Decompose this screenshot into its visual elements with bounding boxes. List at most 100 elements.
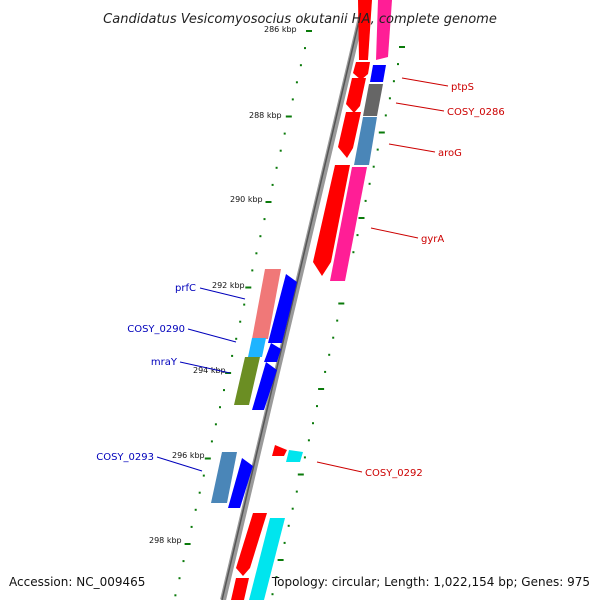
gene-red-gyr[interactable] xyxy=(313,165,350,276)
tick-dot-left xyxy=(198,491,201,494)
gene-blue-4[interactable] xyxy=(228,458,253,508)
tick-dot-left xyxy=(190,525,193,528)
gene-red-4[interactable] xyxy=(338,112,361,158)
gene-labels-right: ptpS COSY_0286 aroG gyrA COSY_0292 xyxy=(365,82,505,479)
tick-dot-right xyxy=(283,541,286,544)
gene-red-3[interactable] xyxy=(346,78,366,113)
tick-label-288: 288 kbp xyxy=(249,111,282,120)
tick-labels: 286 kbp 288 kbp 290 kbp 292 kbp 294 kbp … xyxy=(149,25,297,545)
gene-gray-cosy0286[interactable] xyxy=(363,84,383,116)
tick-dot-rows xyxy=(174,30,405,597)
gene-blue-1[interactable] xyxy=(268,274,297,343)
tick-dot-left xyxy=(202,474,205,477)
tick-dot-right xyxy=(399,46,405,48)
tick-dot-left xyxy=(235,337,238,340)
tick-dot-left xyxy=(265,201,272,203)
tick-dot-left xyxy=(271,183,274,186)
gene-cyan-1[interactable] xyxy=(249,518,285,600)
tick-dot-right xyxy=(358,217,365,219)
tick-dot-left xyxy=(174,594,177,597)
tick-dot-right xyxy=(392,80,395,83)
gene-cyan-cosy0292[interactable] xyxy=(286,450,303,462)
tick-dot-left xyxy=(285,115,292,118)
gene-red-2[interactable] xyxy=(353,62,370,80)
tick-dot-left xyxy=(219,406,221,409)
tick-dot-left xyxy=(182,560,185,563)
tick-dot-left xyxy=(239,320,242,323)
tick-dot-left xyxy=(255,252,258,255)
tick-dot-right xyxy=(328,353,331,356)
tick-label-294: 294 kbp xyxy=(193,366,226,375)
tick-dot-right xyxy=(397,63,399,66)
gene-label-ptps[interactable]: ptpS xyxy=(451,82,474,93)
tick-dot-right xyxy=(352,251,355,254)
leader-lines xyxy=(156,77,449,473)
tick-label-290: 290 kbp xyxy=(230,195,263,204)
tick-dot-right xyxy=(291,507,294,510)
tick-dot-left xyxy=(231,354,234,357)
tick-dot-right xyxy=(388,97,391,100)
gene-red-6[interactable] xyxy=(231,578,249,600)
gene-label-mray[interactable]: mraY xyxy=(151,357,178,368)
gene-red-small[interactable] xyxy=(272,445,287,456)
tick-dot-right xyxy=(271,593,274,596)
tick-dot-right xyxy=(332,336,335,339)
tick-dot-right xyxy=(378,131,385,134)
gene-label-cosy0290[interactable]: COSY_0290 xyxy=(127,324,185,335)
tick-label-292: 292 kbp xyxy=(212,281,245,290)
gene-label-prfc[interactable]: prfC xyxy=(175,283,196,294)
tick-dot-left xyxy=(283,132,286,135)
tick-dot-left xyxy=(223,389,225,392)
tick-dot-right xyxy=(303,456,306,459)
tick-dot-left xyxy=(263,218,266,221)
gene-salmon-prfc[interactable] xyxy=(252,269,281,339)
tick-dot-right xyxy=(338,302,345,305)
tick-dot-right xyxy=(297,473,304,476)
accession-text: Accession: NC_009465 xyxy=(9,575,145,589)
gene-label-gyra[interactable]: gyrA xyxy=(421,234,444,245)
tick-dot-right xyxy=(384,114,387,117)
tick-dot-left xyxy=(204,457,211,460)
tick-dot-left xyxy=(295,81,298,84)
tick-dot-left xyxy=(299,64,302,67)
tick-dot-left xyxy=(214,423,217,426)
tick-dot-left xyxy=(194,508,197,511)
gene-blue-2[interactable] xyxy=(264,343,281,362)
gene-steel-cosy0293[interactable] xyxy=(211,452,237,503)
gene-label-cosy0292[interactable]: COSY_0292 xyxy=(365,468,423,479)
tick-dot-left xyxy=(251,269,254,272)
gene-blue-ptps[interactable] xyxy=(370,65,386,82)
tick-dot-left xyxy=(184,543,191,545)
gene-label-cosy0286[interactable]: COSY_0286 xyxy=(447,107,505,118)
tick-dot-left xyxy=(210,440,213,443)
tick-dot-right xyxy=(318,388,325,390)
tick-label-298: 298 kbp xyxy=(149,536,182,545)
tick-dot-left xyxy=(304,47,306,50)
gene-red-1[interactable] xyxy=(358,0,372,60)
gene-pink-gyra[interactable] xyxy=(330,167,367,281)
gene-label-arog[interactable]: aroG xyxy=(438,148,462,159)
tick-dot-right xyxy=(364,199,367,202)
tick-dot-left xyxy=(275,166,278,169)
tick-dot-left xyxy=(178,577,181,580)
tick-dot-left xyxy=(259,235,262,238)
gene-olive-mray[interactable] xyxy=(234,357,260,405)
gene-steel-arog[interactable] xyxy=(354,117,377,165)
gene-skyblue-cosy0290[interactable] xyxy=(248,338,266,357)
gene-pink-1[interactable] xyxy=(376,0,392,60)
topology-text: Topology: circular; Length: 1,022,154 bp… xyxy=(271,575,590,589)
gene-red-5[interactable] xyxy=(236,513,267,576)
gene-label-cosy0293[interactable]: COSY_0293 xyxy=(96,452,154,463)
tick-dot-left xyxy=(243,303,246,306)
tick-dot-left xyxy=(245,286,252,289)
gene-features xyxy=(211,0,392,600)
tick-label-286: 286 kbp xyxy=(264,25,297,34)
tick-dot-right xyxy=(295,490,298,493)
tick-dot-right xyxy=(275,576,278,579)
tick-dot-right xyxy=(356,234,359,237)
gene-labels-left: prfC COSY_0290 mraY COSY_0293 xyxy=(96,283,196,463)
gene-blue-3[interactable] xyxy=(252,362,277,410)
tick-dot-right xyxy=(336,319,339,322)
tick-dot-right xyxy=(277,559,284,561)
